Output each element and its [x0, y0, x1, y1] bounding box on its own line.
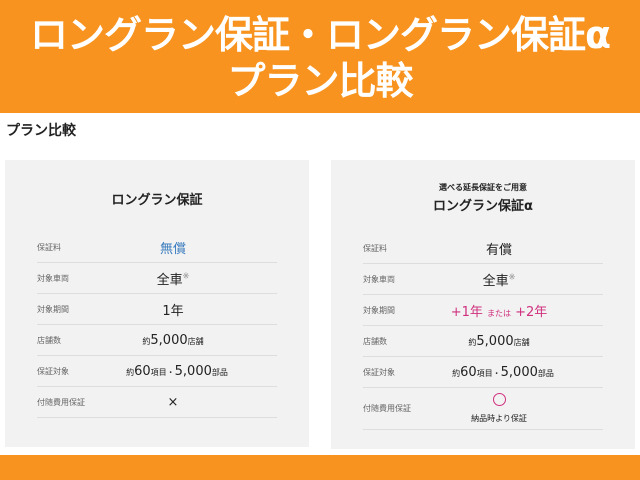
prefix: 約 — [468, 337, 477, 347]
row-value: 約60項目・5,000部品 — [433, 365, 603, 380]
value-text-2: 5,000 — [500, 364, 538, 380]
plan-title: ロングラン保証 — [111, 193, 203, 208]
row-value: 約60項目・5,000部品 — [107, 364, 277, 379]
prefix: 約 — [142, 336, 151, 346]
table-row: 対象期間 +1年 または +2年 — [363, 295, 603, 326]
row-value: 納品時より保証 — [433, 392, 603, 425]
row-value: 全車※ — [433, 270, 603, 289]
value-text-2: +2年 — [515, 304, 548, 320]
row-label: 店舗数 — [363, 336, 387, 346]
row-value: 有償 — [485, 242, 512, 258]
value-text-2: 5,000 — [174, 363, 212, 379]
note-mark: ※ — [508, 272, 516, 282]
row-label: 対象車両 — [363, 274, 395, 284]
table-row: 対象車両 全車※ — [363, 264, 603, 295]
row-value: +1年 または +2年 — [433, 301, 603, 320]
row-value: 約5,000店舗 — [107, 333, 277, 348]
row-note: 納品時より保証 — [471, 413, 527, 423]
row-value: 全車※ — [107, 269, 277, 288]
cross-icon: × — [167, 394, 179, 410]
page-title: ロングラン保証・ロングラン保証α — [29, 13, 611, 57]
prefix: 約 — [126, 367, 135, 377]
value-text: +1年 — [450, 304, 483, 320]
table-row: 店舗数 約5,000店舗 — [363, 326, 603, 357]
value-text: 全車 — [156, 272, 183, 288]
row-label: 対象期間 — [37, 304, 69, 314]
plan-subtitle: 選べる延長保証をご用意 — [439, 183, 527, 192]
plan-card-longrun: ロングラン保証 保証料 無償 対象車両 全車※ 対象期間 1年 店舗数 約5,000店舗… — [5, 160, 309, 447]
suffix: 店舗 — [513, 337, 530, 347]
table-row: 保証対象 約60項目・5,000部品 — [37, 356, 277, 387]
row-label: 保証料 — [363, 243, 387, 253]
plan-card-longrun-alpha: 選べる延長保証をご用意 ロングラン保証α 保証料 有償 対象車両 全車※ 対象期間 +… — [331, 160, 635, 449]
value-text: 全車 — [482, 273, 509, 289]
value-text: 5,000 — [476, 333, 514, 349]
plan-title: ロングラン保証α — [433, 199, 533, 214]
suffix: 店舗 — [187, 336, 204, 346]
value-text: 60 — [460, 364, 477, 380]
note-mark: ※ — [182, 271, 190, 281]
row-label: 店舗数 — [37, 335, 61, 345]
page-title-line2: プラン比較 — [227, 59, 413, 103]
footer-band — [0, 455, 640, 480]
section-title: プラン比較 — [6, 123, 76, 139]
prefix: 約 — [452, 368, 461, 378]
table-row: 対象車両 全車※ — [37, 263, 277, 294]
table-row: 保証対象 約60項目・5,000部品 — [363, 357, 603, 388]
row-label: 対象期間 — [363, 305, 395, 315]
row-label: 付随費用保証 — [37, 397, 85, 407]
value-text: 60 — [134, 363, 151, 379]
row-label: 保証料 — [37, 242, 61, 252]
row-value: 1年 — [162, 303, 184, 319]
header-banner: ロングラン保証・ロングラン保証α プラン比較 — [0, 0, 640, 113]
suffix: 部品 — [537, 368, 554, 378]
row-label: 付随費用保証 — [363, 404, 411, 413]
mid: 項目・ — [476, 368, 501, 378]
circle-icon — [492, 392, 506, 406]
row-label: 対象車両 — [37, 273, 69, 283]
row-value: 約5,000店舗 — [433, 334, 603, 349]
row-value: 無償 — [159, 241, 186, 257]
table-row: 店舗数 約5,000店舗 — [37, 325, 277, 356]
table-row: 保証料 無償 — [37, 232, 277, 263]
mid: 項目・ — [150, 367, 175, 377]
row-label: 保証対象 — [37, 366, 69, 376]
table-row: 対象期間 1年 — [37, 294, 277, 325]
table-row: 付随費用保証納品時より保証 — [363, 388, 603, 430]
suffix: 部品 — [211, 367, 228, 377]
row-label: 保証対象 — [363, 367, 395, 377]
table-row: 付随費用保証 × — [37, 387, 277, 418]
value-text: 5,000 — [150, 332, 188, 348]
mid: または — [487, 308, 511, 318]
table-row: 保証料 有償 — [363, 233, 603, 264]
